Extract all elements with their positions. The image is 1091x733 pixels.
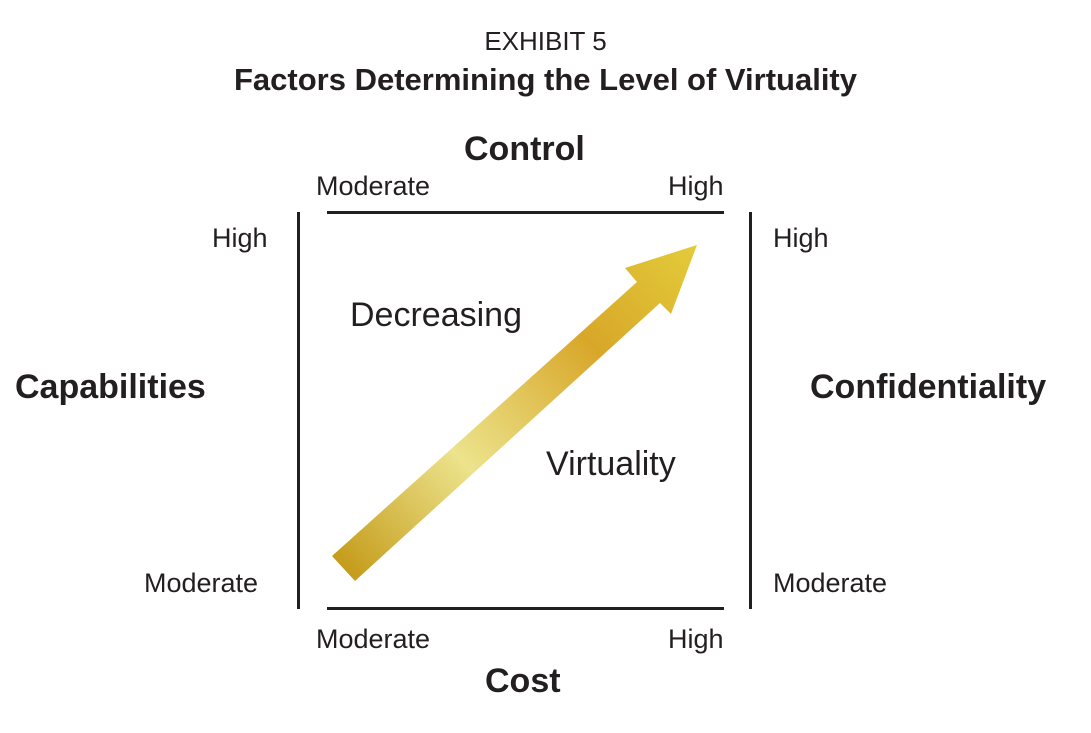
right-axis-low-label: Moderate xyxy=(773,568,888,598)
left-axis-low-label: Moderate xyxy=(144,568,259,598)
right-axis-line xyxy=(749,212,752,609)
top-axis-high-label: High xyxy=(668,171,724,201)
bottom-axis-line xyxy=(327,607,724,610)
left-axis-line xyxy=(297,212,300,609)
top-axis-low-label: Moderate xyxy=(316,171,431,201)
left-axis-high-label: High xyxy=(212,223,268,253)
top-axis-title: Control xyxy=(464,130,585,168)
exhibit-label: EXHIBIT 5 xyxy=(484,26,607,56)
left-axis-title: Capabilities xyxy=(15,368,206,406)
right-axis-title: Confidentiality xyxy=(810,368,1047,406)
diagram-title: Factors Determining the Level of Virtual… xyxy=(233,62,857,97)
bottom-axis-low-label: Moderate xyxy=(316,624,431,654)
right-axis-high-label: High xyxy=(773,223,829,253)
top-axis-line xyxy=(327,211,724,214)
center-text-virtuality: Virtuality xyxy=(546,445,676,483)
bottom-axis-high-label: High xyxy=(668,624,724,654)
bottom-axis-title: Cost xyxy=(485,662,561,700)
center-text-decreasing: Decreasing xyxy=(350,296,522,334)
